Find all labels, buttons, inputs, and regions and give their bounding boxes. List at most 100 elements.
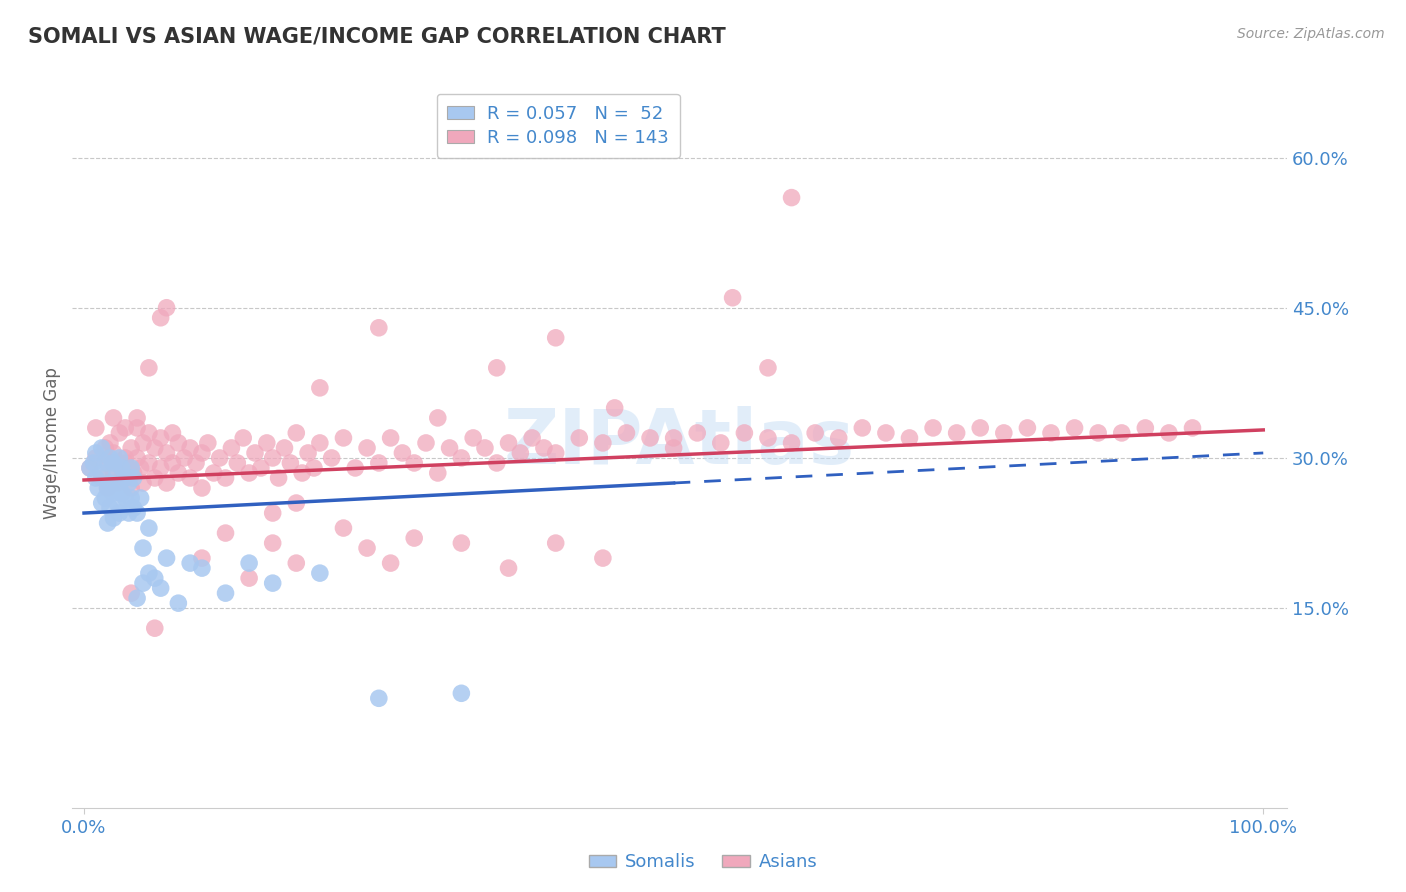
Point — [167, 436, 190, 450]
Point — [105, 496, 128, 510]
Point — [1087, 425, 1109, 440]
Point — [256, 436, 278, 450]
Point — [132, 436, 155, 450]
Point — [191, 551, 214, 566]
Point — [332, 431, 354, 445]
Legend: Somalis, Asians: Somalis, Asians — [582, 847, 824, 879]
Point — [485, 360, 508, 375]
Point — [105, 475, 128, 490]
Point — [127, 450, 149, 465]
Point — [262, 450, 284, 465]
Point — [122, 466, 145, 480]
Point — [302, 461, 325, 475]
Point — [98, 475, 121, 490]
Y-axis label: Wage/Income Gap: Wage/Income Gap — [44, 367, 60, 519]
Point — [439, 441, 461, 455]
Point — [120, 586, 142, 600]
Point — [221, 441, 243, 455]
Point — [129, 491, 152, 505]
Point — [97, 481, 120, 495]
Point — [149, 461, 172, 475]
Point — [118, 506, 141, 520]
Point — [426, 411, 449, 425]
Point — [662, 441, 685, 455]
Point — [232, 431, 254, 445]
Point — [1017, 421, 1039, 435]
Point — [226, 456, 249, 470]
Point — [129, 461, 152, 475]
Point — [138, 566, 160, 581]
Point — [380, 431, 402, 445]
Point — [98, 436, 121, 450]
Point — [1157, 425, 1180, 440]
Point — [84, 471, 107, 485]
Point — [273, 441, 295, 455]
Point — [191, 561, 214, 575]
Point — [756, 431, 779, 445]
Point — [1135, 421, 1157, 435]
Point — [851, 421, 873, 435]
Point — [108, 425, 131, 440]
Point — [463, 431, 485, 445]
Point — [132, 541, 155, 555]
Point — [780, 436, 803, 450]
Point — [356, 441, 378, 455]
Point — [344, 461, 367, 475]
Point — [450, 686, 472, 700]
Point — [391, 446, 413, 460]
Point — [404, 531, 426, 545]
Point — [97, 481, 120, 495]
Point — [155, 446, 177, 460]
Point — [118, 466, 141, 480]
Point — [98, 501, 121, 516]
Point — [167, 596, 190, 610]
Point — [103, 411, 125, 425]
Point — [132, 576, 155, 591]
Point — [367, 456, 389, 470]
Point — [450, 450, 472, 465]
Point — [108, 506, 131, 520]
Point — [875, 425, 897, 440]
Point — [143, 471, 166, 485]
Point — [309, 381, 332, 395]
Point — [945, 425, 967, 440]
Point — [118, 475, 141, 490]
Point — [262, 536, 284, 550]
Point — [167, 466, 190, 480]
Point — [97, 516, 120, 530]
Point — [114, 491, 136, 505]
Point — [173, 450, 195, 465]
Point — [1111, 425, 1133, 440]
Point — [262, 506, 284, 520]
Point — [155, 551, 177, 566]
Point — [367, 691, 389, 706]
Point — [285, 556, 308, 570]
Point — [143, 441, 166, 455]
Point — [122, 501, 145, 516]
Point — [120, 481, 142, 495]
Point — [114, 450, 136, 465]
Point — [214, 586, 236, 600]
Point — [710, 436, 733, 450]
Point — [138, 360, 160, 375]
Text: Source: ZipAtlas.com: Source: ZipAtlas.com — [1237, 27, 1385, 41]
Point — [1181, 421, 1204, 435]
Point — [321, 450, 343, 465]
Point — [111, 461, 134, 475]
Point — [238, 571, 260, 585]
Text: ZIPAtlas: ZIPAtlas — [503, 406, 855, 480]
Point — [114, 471, 136, 485]
Point — [1040, 425, 1063, 440]
Point — [474, 441, 496, 455]
Point — [686, 425, 709, 440]
Point — [733, 425, 755, 440]
Point — [498, 436, 520, 450]
Point — [285, 425, 308, 440]
Point — [309, 566, 332, 581]
Point — [149, 431, 172, 445]
Point — [544, 446, 567, 460]
Point — [84, 450, 107, 465]
Point — [108, 481, 131, 495]
Point — [520, 431, 543, 445]
Point — [616, 425, 638, 440]
